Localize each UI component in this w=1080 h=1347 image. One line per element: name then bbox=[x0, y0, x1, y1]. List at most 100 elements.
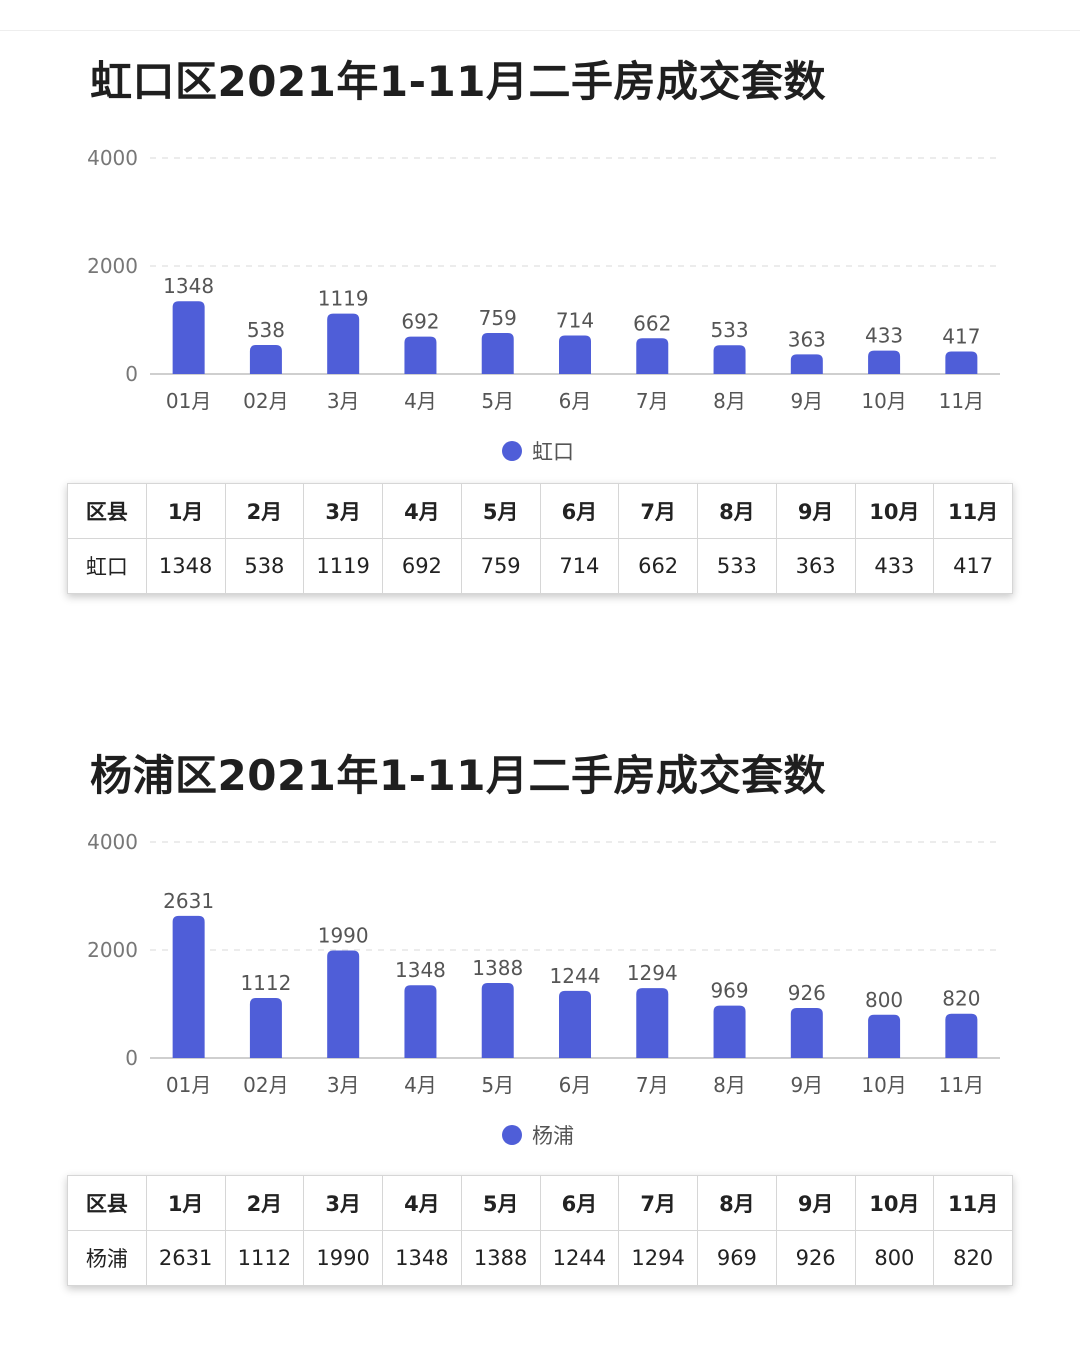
legend-dot-icon bbox=[502, 441, 522, 461]
bar bbox=[559, 990, 591, 1058]
bar bbox=[636, 338, 669, 374]
data-label: 926 bbox=[788, 981, 826, 1005]
table-cell-value: 538 bbox=[224, 538, 305, 594]
table-header-month: 2月 bbox=[224, 483, 305, 539]
x-tick-label: 5月 bbox=[481, 389, 514, 413]
data-label: 1294 bbox=[627, 961, 678, 985]
chart-title: 杨浦区2021年1-11月二手房成交套数 bbox=[90, 751, 826, 800]
hongkou-chart-svg: 0 2000 4000 1348 01月 538 02月 1119 3月 692 4月 759 5月 71… bbox=[87, 146, 1000, 413]
table-header-month: 2月 bbox=[224, 1175, 305, 1231]
x-tick-label: 4月 bbox=[404, 389, 437, 413]
table-cell-value: 1119 bbox=[303, 538, 383, 594]
bar bbox=[172, 301, 205, 374]
table-cell-value: 800 bbox=[854, 1230, 935, 1286]
table-cell-value: 1388 bbox=[460, 1230, 541, 1286]
table-header-month: 3月 bbox=[303, 1175, 383, 1231]
yangpu-data-table: 区县 1月 2月 3月 4月 5月 6月 7月 8月 9月 10月 11月 杨浦 2631 1112 199… bbox=[67, 1175, 1013, 1286]
table-header-month: 4月 bbox=[382, 1175, 462, 1231]
bar bbox=[713, 345, 746, 374]
table-header-district: 区县 bbox=[67, 483, 147, 539]
table-cell-value: 1990 bbox=[303, 1230, 383, 1286]
x-tick-label: 11月 bbox=[939, 389, 984, 413]
x-tick-label: 7月 bbox=[636, 389, 669, 413]
table-cell-value: 433 bbox=[854, 538, 935, 594]
data-label: 2631 bbox=[163, 889, 214, 913]
table-cell-value: 2631 bbox=[145, 1230, 226, 1286]
bar bbox=[481, 333, 514, 374]
bar bbox=[636, 988, 669, 1058]
x-tick-label: 9月 bbox=[790, 1073, 823, 1097]
data-label: 662 bbox=[633, 311, 671, 335]
chart-title: 虹口区2021年1-11月二手房成交套数 bbox=[90, 57, 826, 106]
bar bbox=[404, 336, 437, 374]
bar bbox=[945, 351, 978, 374]
x-tick-label: 02月 bbox=[243, 389, 288, 413]
bar bbox=[249, 344, 282, 374]
table-header-month: 9月 bbox=[775, 1175, 856, 1231]
bar bbox=[327, 950, 360, 1058]
x-tick-label: 8月 bbox=[713, 1073, 746, 1097]
legend-dot-icon bbox=[502, 1125, 522, 1145]
x-tick-label: 01月 bbox=[166, 389, 211, 413]
bar bbox=[327, 313, 360, 374]
hongkou-bar-chart: 0 2000 4000 1348 01月 538 02月 1119 3月 692 4月 759 5月 71… bbox=[0, 130, 1080, 450]
legend-label: 杨浦 bbox=[532, 1124, 574, 1148]
x-tick-label: 10月 bbox=[861, 1073, 906, 1097]
data-label: 363 bbox=[788, 327, 826, 351]
table-header-month: 9月 bbox=[775, 483, 856, 539]
legend-label: 虹口 bbox=[532, 440, 574, 464]
y-tick-label: 2000 bbox=[87, 938, 138, 962]
bar bbox=[868, 350, 901, 374]
table-header-month: 11月 bbox=[933, 483, 1013, 539]
table-cell-value: 533 bbox=[697, 538, 777, 594]
table-cell-value: 1294 bbox=[618, 1230, 698, 1286]
table-row: 虹口 1348 538 1119 692 759 714 662 533 363 433 417 bbox=[67, 538, 1013, 594]
bar bbox=[404, 985, 437, 1058]
table-cell-value: 926 bbox=[775, 1230, 856, 1286]
x-tick-label: 7月 bbox=[636, 1073, 669, 1097]
data-label: 433 bbox=[865, 324, 903, 348]
y-tick-label: 4000 bbox=[87, 146, 138, 170]
table-header-month: 1月 bbox=[145, 1175, 226, 1231]
data-label: 969 bbox=[710, 979, 748, 1003]
data-label: 538 bbox=[247, 318, 285, 342]
table-header-month: 10月 bbox=[854, 483, 935, 539]
data-label: 1348 bbox=[395, 958, 446, 982]
table-cell-value: 1348 bbox=[145, 538, 226, 594]
table-cell-value: 969 bbox=[697, 1230, 777, 1286]
table-header-month: 1月 bbox=[145, 483, 226, 539]
table-cell-district: 杨浦 bbox=[67, 1230, 147, 1286]
y-tick-label: 0 bbox=[125, 362, 138, 386]
x-tick-label: 3月 bbox=[327, 1073, 360, 1097]
table-header-month: 8月 bbox=[697, 1175, 777, 1231]
yangpu-chart-svg: 0 2000 4000 2631 01月 1112 02月 1990 3月 1348 4月 1388 5… bbox=[87, 830, 1000, 1097]
data-label: 1348 bbox=[163, 274, 214, 298]
table-header-month: 5月 bbox=[460, 1175, 541, 1231]
bar bbox=[945, 1013, 978, 1058]
data-label: 417 bbox=[942, 324, 980, 348]
table-header-month: 4月 bbox=[382, 483, 462, 539]
table-cell-value: 820 bbox=[933, 1230, 1013, 1286]
data-label: 533 bbox=[710, 318, 748, 342]
legend: 杨浦 bbox=[502, 1120, 574, 1150]
data-label: 820 bbox=[942, 987, 980, 1011]
x-tick-label: 10月 bbox=[861, 389, 906, 413]
x-tick-label: 11月 bbox=[939, 1073, 984, 1097]
table-header-month: 6月 bbox=[539, 483, 620, 539]
bar bbox=[713, 1005, 746, 1058]
data-label: 800 bbox=[865, 988, 903, 1012]
legend: 虹口 bbox=[502, 436, 574, 466]
bar bbox=[249, 997, 282, 1058]
table-header-district: 区县 bbox=[67, 1175, 147, 1231]
table-cell-value: 714 bbox=[539, 538, 620, 594]
table-header-month: 3月 bbox=[303, 483, 383, 539]
table-header-month: 6月 bbox=[539, 1175, 620, 1231]
table-cell-value: 417 bbox=[933, 538, 1013, 594]
bar bbox=[481, 983, 514, 1058]
data-label: 1388 bbox=[472, 956, 523, 980]
data-label: 1244 bbox=[550, 964, 601, 988]
table-row: 杨浦 2631 1112 1990 1348 1388 1244 1294 969 926 800 8… bbox=[67, 1230, 1013, 1286]
bar bbox=[172, 915, 205, 1058]
table-header-month: 5月 bbox=[460, 483, 541, 539]
data-label: 759 bbox=[479, 306, 517, 330]
